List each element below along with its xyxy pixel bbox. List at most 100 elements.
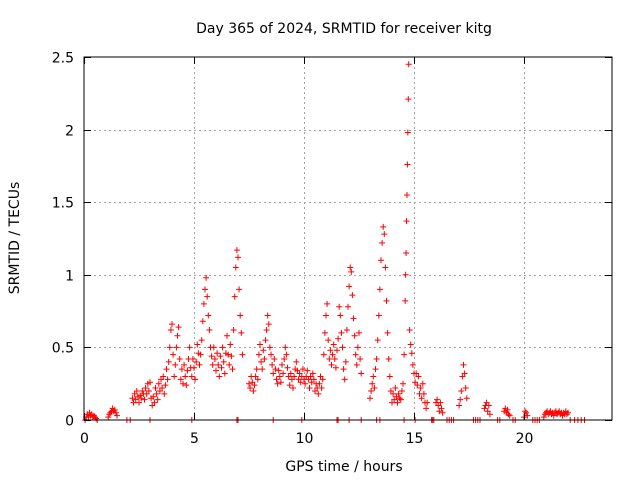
data-point xyxy=(193,358,200,365)
data-point xyxy=(200,300,207,307)
data-point xyxy=(404,161,411,168)
chart-title: Day 365 of 2024, SRMTID for receiver kit… xyxy=(196,21,492,37)
data-point xyxy=(161,390,168,397)
data-point xyxy=(378,257,384,264)
data-point xyxy=(339,344,346,351)
data-point xyxy=(281,356,288,363)
data-point xyxy=(485,402,492,409)
data-point xyxy=(280,370,287,377)
data-point xyxy=(225,351,232,358)
data-point xyxy=(327,347,334,354)
data-point xyxy=(346,283,353,290)
data-point xyxy=(220,358,227,365)
data-point xyxy=(318,385,325,392)
data-point xyxy=(462,385,469,392)
data-point xyxy=(390,390,397,397)
data-point xyxy=(368,387,375,394)
data-point xyxy=(196,361,203,368)
data-point xyxy=(352,351,359,358)
data-point xyxy=(336,303,343,310)
data-point xyxy=(398,387,405,394)
data-point xyxy=(358,370,365,377)
data-point xyxy=(259,366,266,373)
data-point xyxy=(206,326,213,333)
data-point xyxy=(282,344,289,351)
y-tick-label: 0.5 xyxy=(52,341,74,357)
data-point xyxy=(258,358,265,365)
data-point xyxy=(246,380,252,387)
data-point xyxy=(205,312,212,319)
data-point xyxy=(151,399,158,406)
data-point xyxy=(290,385,296,392)
data-point xyxy=(219,344,226,351)
data-point xyxy=(216,373,223,380)
data-point xyxy=(506,412,513,419)
data-point xyxy=(279,361,285,368)
data-point xyxy=(384,329,391,336)
data-point xyxy=(180,380,186,387)
data-point xyxy=(112,409,119,416)
data-point xyxy=(111,406,118,413)
y-tick-label: 2.5 xyxy=(52,51,74,67)
data-point xyxy=(331,356,338,363)
data-point xyxy=(315,390,322,397)
data-point xyxy=(402,297,409,304)
data-point xyxy=(172,361,179,368)
data-point xyxy=(371,385,378,392)
data-point xyxy=(335,335,342,342)
y-tick-label: 0 xyxy=(65,414,74,430)
data-point xyxy=(330,341,337,348)
data-point xyxy=(199,318,206,325)
x-tick-label: 0 xyxy=(80,431,89,447)
data-point xyxy=(182,373,189,380)
data-point xyxy=(260,347,267,354)
data-point xyxy=(373,356,380,363)
data-point xyxy=(237,312,244,319)
data-point xyxy=(215,361,222,368)
data-point xyxy=(354,344,361,351)
data-point xyxy=(181,361,188,368)
data-point xyxy=(385,356,392,363)
data-point xyxy=(319,376,326,383)
data-point xyxy=(164,376,171,383)
data-point xyxy=(540,414,547,421)
data-point xyxy=(255,351,262,358)
data-point xyxy=(218,364,225,371)
data-point xyxy=(382,264,389,271)
data-point xyxy=(129,395,136,402)
data-point xyxy=(337,312,344,319)
data-point xyxy=(329,351,336,358)
data-point xyxy=(334,347,340,354)
data-point xyxy=(150,393,157,400)
data-point xyxy=(189,356,196,363)
data-point xyxy=(264,312,271,319)
data-point xyxy=(407,341,414,348)
data-point xyxy=(247,385,254,392)
data-point xyxy=(409,361,416,368)
data-point xyxy=(504,406,511,413)
data-point xyxy=(204,293,211,300)
data-point xyxy=(284,364,291,371)
data-point xyxy=(306,385,313,392)
y-tick-label: 2 xyxy=(65,124,74,140)
data-point xyxy=(227,341,234,348)
data-point xyxy=(221,370,228,377)
data-point xyxy=(208,353,215,360)
data-point xyxy=(403,218,410,225)
data-point xyxy=(214,350,221,357)
data-point xyxy=(505,411,512,418)
data-point xyxy=(272,366,279,373)
data-point xyxy=(340,366,347,373)
grid-layer xyxy=(84,57,612,420)
data-point xyxy=(324,300,331,307)
data-point xyxy=(175,324,182,331)
data-point xyxy=(232,264,239,271)
data-point xyxy=(136,399,142,406)
data-point xyxy=(328,361,335,368)
data-point xyxy=(325,337,332,344)
data-point xyxy=(386,373,393,380)
data-point xyxy=(372,366,379,373)
data-point xyxy=(351,332,358,339)
x-tick-label: 5 xyxy=(190,431,199,447)
